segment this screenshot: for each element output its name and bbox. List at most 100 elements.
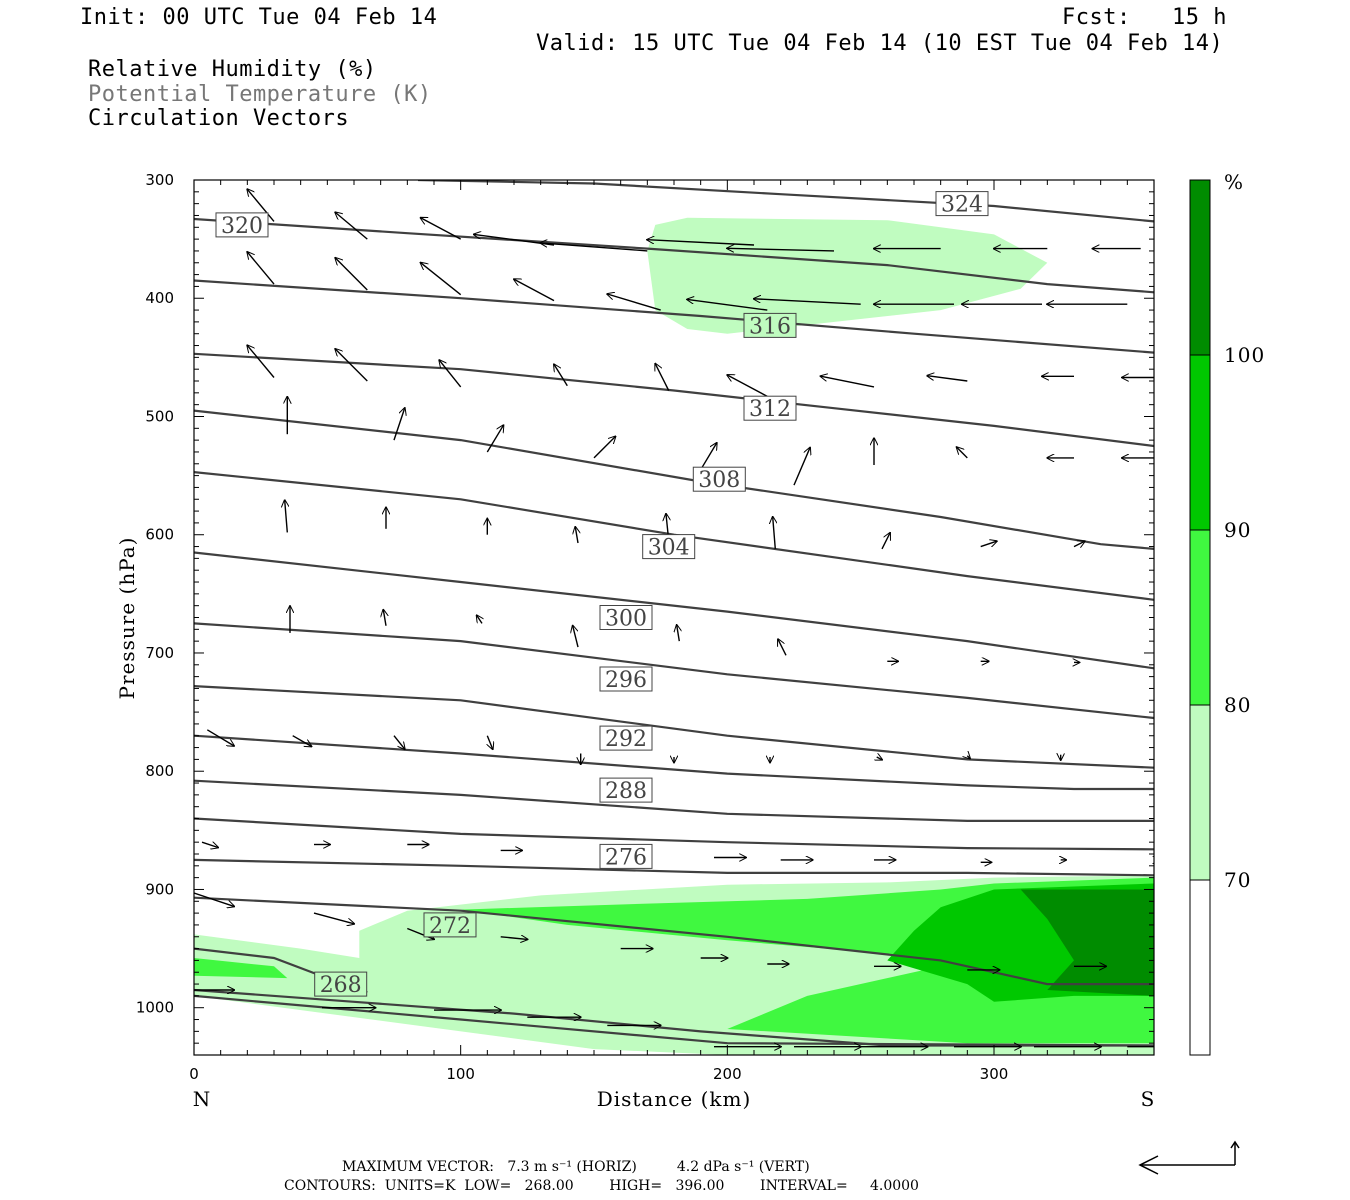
rh-shading-layer <box>194 217 1154 1055</box>
circulation-vector <box>247 189 275 222</box>
init-time: Init: 00 UTC Tue 04 Feb 14 <box>80 5 438 30</box>
field-title-rh: Relative Humidity (%) <box>88 57 377 82</box>
field-title-theta: Potential Temperature (K) <box>88 82 432 107</box>
x-tick-label: 100 <box>446 1065 475 1083</box>
colorbar-segment <box>1190 705 1210 880</box>
theta-label-308: 308 <box>692 466 746 493</box>
circulation-vector <box>383 610 386 626</box>
circulation-vector <box>821 376 875 388</box>
circulation-vector <box>201 842 218 847</box>
colorbar-label: 70 <box>1224 868 1251 892</box>
x-tick-label: 200 <box>713 1065 742 1083</box>
field-title-vectors: Circulation Vectors <box>88 106 350 131</box>
y-tick-label: 500 <box>145 407 174 425</box>
theta-contour-264 <box>194 988 1154 1047</box>
circulation-vector <box>700 443 717 471</box>
circulation-vector <box>593 437 615 459</box>
svg-text:308: 308 <box>698 468 740 493</box>
theta-label-312: 312 <box>743 395 797 422</box>
circulation-vector-layer <box>194 189 1154 1046</box>
theta-contour-324 <box>417 180 1154 223</box>
y-tick-label: 600 <box>145 526 174 544</box>
circulation-vector <box>292 735 312 747</box>
y-tick-label: 700 <box>145 644 174 662</box>
colorbar: 100 90 80 70 <box>1189 179 1264 1056</box>
colorbar-segment <box>1190 355 1210 530</box>
circulation-vector <box>335 349 368 382</box>
circulation-vector <box>773 517 776 549</box>
theta-contour-288 <box>194 734 1154 791</box>
footer-max-vector: MAXIMUM VECTOR: 7.3 m s⁻¹ (HORIZ) 4.2 dP… <box>342 1159 810 1175</box>
circulation-vector <box>554 364 568 387</box>
theta-contour-280 <box>194 817 1154 851</box>
circulation-vector <box>393 735 405 749</box>
circulation-vector <box>194 892 234 906</box>
circulation-vector <box>206 729 234 746</box>
svg-text:292: 292 <box>605 727 647 752</box>
circulation-vector <box>514 279 555 302</box>
circulation-vector <box>407 927 434 940</box>
theta-label-316: 316 <box>743 312 797 339</box>
svg-text:316: 316 <box>749 314 791 339</box>
svg-text:276: 276 <box>605 845 647 870</box>
svg-text:320: 320 <box>221 214 263 239</box>
theta-contour-labels: 324 320 316 312 308 304 300 296 292 288 276 272 268 <box>215 191 989 998</box>
theta-label-300: 300 <box>599 605 653 632</box>
theta-label-268: 268 <box>314 971 368 998</box>
circulation-vector <box>421 263 462 296</box>
footer-contours: CONTOURS: UNITS=K LOW= 268.00 HIGH= 396.… <box>284 1178 919 1194</box>
y-tick-label: 800 <box>145 762 174 780</box>
circulation-vector <box>421 218 462 240</box>
colorbar-label: 80 <box>1224 693 1251 717</box>
circulation-vector <box>486 425 503 453</box>
colorbar-frame <box>1189 179 1211 1056</box>
circulation-vector <box>439 360 462 388</box>
circulation-vector <box>393 408 405 441</box>
circulation-vector <box>793 448 810 486</box>
circulation-vector <box>573 626 579 648</box>
rh-region-100-5 <box>1020 889 1154 996</box>
x-tick-label: 300 <box>980 1065 1009 1083</box>
circulation-vector <box>877 757 882 760</box>
svg-text:268: 268 <box>320 973 362 998</box>
circulation-vector <box>285 500 288 533</box>
circulation-vector <box>980 541 997 548</box>
theta-label-276: 276 <box>599 843 653 870</box>
theta-contour-320 <box>194 217 1154 294</box>
theta-label-272: 272 <box>423 912 477 939</box>
theta-label-324: 324 <box>935 191 989 218</box>
circulation-vector <box>677 625 680 642</box>
rh-region-80-2 <box>194 958 288 979</box>
theta-contour-292 <box>194 685 1154 769</box>
theta-label-296: 296 <box>599 666 653 693</box>
theta-contour-layer <box>194 180 1154 1047</box>
reference-vector <box>1138 1140 1240 1175</box>
x-tick-label: 0 <box>189 1065 199 1083</box>
y-tick-label: 400 <box>145 289 174 307</box>
svg-text:324: 324 <box>941 193 983 218</box>
circulation-vector <box>1073 541 1085 546</box>
colorbar-unit: % <box>1224 170 1244 194</box>
circulation-vector <box>957 447 968 459</box>
circulation-vector <box>754 299 861 305</box>
circulation-vector <box>477 615 482 624</box>
circulation-vector <box>778 639 787 656</box>
theta-label-304: 304 <box>642 534 696 561</box>
theta-contour-308 <box>194 409 1154 550</box>
circulation-vector <box>541 243 648 252</box>
circulation-vector <box>655 364 670 391</box>
colorbar-label: 90 <box>1224 518 1251 542</box>
svg-text:296: 296 <box>605 668 647 693</box>
circulation-vector <box>727 375 768 398</box>
theta-contour-284 <box>194 779 1154 822</box>
circulation-vector <box>607 294 661 311</box>
y-tick-label: 900 <box>145 880 174 898</box>
theta-contour-296 <box>194 622 1154 720</box>
circulation-vector <box>335 212 368 240</box>
y-axis-title: Pressure (hPa) <box>115 537 139 700</box>
north-end-label: N <box>193 1087 212 1111</box>
theta-contour-300 <box>194 551 1154 670</box>
circulation-vector <box>500 937 528 940</box>
circulation-vector <box>967 756 970 759</box>
